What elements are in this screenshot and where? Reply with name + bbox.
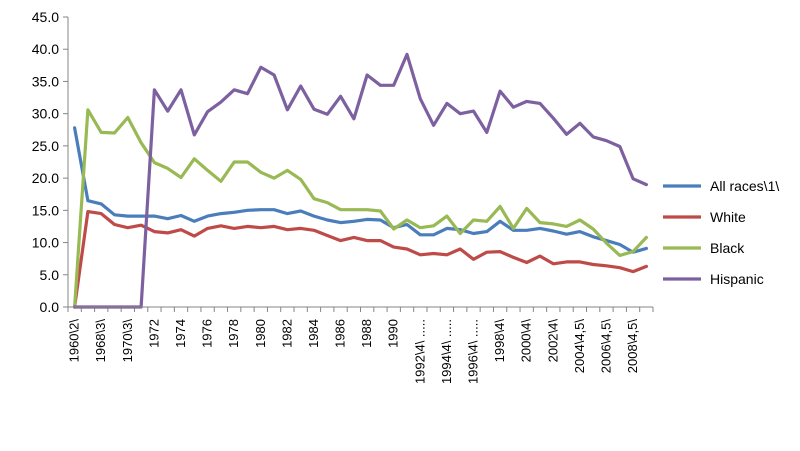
x-tick-label: 2000\4\ [519, 319, 534, 363]
x-tick-label: 1976 [200, 319, 215, 348]
series-line-0 [72, 126, 649, 254]
legend-label: Black [710, 240, 745, 256]
x-tick-label: 1992\4\ ..... [412, 319, 427, 384]
legend-label: White [710, 209, 746, 225]
x-tick-label: 1988 [359, 319, 374, 348]
series-lines [72, 52, 649, 309]
x-tick-label: 1968\3\ [93, 319, 108, 363]
x-tick-label: 2006\4,5\ [598, 319, 613, 374]
x-tick-label: 1974 [173, 319, 188, 348]
y-tick-label: 15.0 [32, 202, 59, 218]
x-tick-label: 1984 [306, 319, 321, 348]
legend-label: All races\1\ [710, 178, 779, 194]
x-tick-label: 1994\4\ ..... [439, 319, 454, 384]
legend: All races\1\ White Black Hispanic [663, 178, 779, 287]
x-axis-ticks: 1960\2\ 1968\3\ 1970\3\ 1972 1974 1976 1978 198… [67, 307, 654, 384]
x-tick-label: 2008\4,5\ [625, 319, 640, 374]
x-tick-label: 2002\4\ [545, 319, 560, 363]
x-tick-label: 1990 [386, 319, 401, 348]
y-tick-label: 30.0 [32, 106, 59, 122]
x-tick-label: 1986 [333, 319, 348, 348]
y-tick-label: 0.0 [40, 299, 60, 315]
x-tick-label: 1970\3\ [120, 319, 135, 363]
x-tick-label: 1980 [253, 319, 268, 348]
y-tick-label: 45.0 [32, 9, 59, 25]
x-tick-label: 1982 [279, 319, 294, 348]
y-tick-label: 5.0 [40, 267, 60, 283]
y-tick-label: 10.0 [32, 235, 59, 251]
y-axis-ticks: 0.0 5.0 10.0 15.0 20.0 25.0 30.0 35.0 40.0 45.0 [32, 9, 68, 315]
x-tick-label: 1972 [146, 319, 161, 348]
legend-label: Hispanic [710, 271, 764, 287]
x-tick-label: 1960\2\ [67, 319, 82, 363]
axes [67, 17, 653, 308]
x-tick-label: 1996\4\ ..... [466, 319, 481, 384]
series-line-3 [72, 52, 649, 309]
series-line-1 [72, 210, 649, 309]
x-tick-label: 1998\4\ [492, 319, 507, 363]
y-tick-label: 20.0 [32, 170, 59, 186]
series-line-2 [72, 108, 649, 309]
y-tick-label: 40.0 [32, 41, 59, 57]
x-tick-label: 1978 [226, 319, 241, 348]
y-tick-label: 35.0 [32, 73, 59, 89]
x-tick-label: 2004\4,5\ [572, 319, 587, 374]
y-tick-label: 25.0 [32, 138, 59, 154]
